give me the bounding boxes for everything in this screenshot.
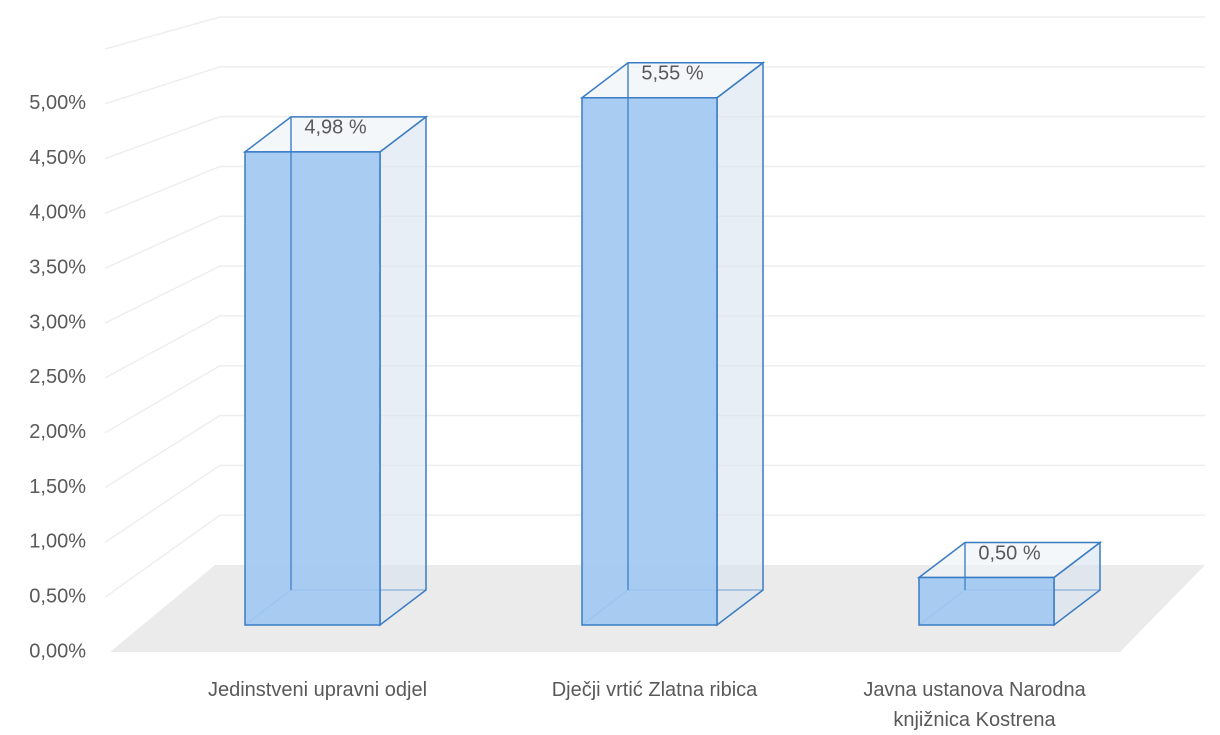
y-tick-label: 2,00%	[29, 421, 86, 443]
bar	[918, 576, 1055, 626]
y-tick-label: 4,50%	[29, 147, 86, 169]
bar	[581, 97, 718, 626]
x-tick-label: Jedinstveni upravni odjel	[207, 679, 428, 701]
grid-line	[104, 165, 1205, 215]
grid-line	[104, 265, 1205, 324]
y-tick-label: 3,00%	[29, 311, 86, 333]
value-label: 0,50 %	[978, 542, 1040, 564]
bar-side	[379, 115, 427, 627]
y-tick-label: 5,00%	[29, 92, 86, 114]
bar	[244, 151, 381, 626]
y-tick-label: 1,50%	[29, 476, 86, 498]
grid-line	[104, 66, 1205, 105]
grid-line	[104, 115, 1205, 160]
grid-line	[104, 16, 1205, 50]
y-tick-label: 1,00%	[29, 531, 86, 553]
x-tick-label: Javna ustanova Narodna knjižnica Kostren…	[863, 679, 1086, 731]
y-tick-label: 0,00%	[29, 640, 86, 662]
y-tick-label: 2,50%	[29, 366, 86, 388]
grid-line	[104, 315, 1205, 379]
grid-line	[104, 414, 1205, 489]
grid-line	[104, 464, 1205, 543]
y-tick-label: 0,50%	[29, 585, 86, 607]
value-label: 4,98 %	[304, 117, 366, 139]
bar-side	[716, 61, 764, 627]
y-tick-label: 3,50%	[29, 257, 86, 279]
grid-line	[104, 514, 1205, 598]
y-tick-label: 4,00%	[29, 202, 86, 224]
grid-line	[104, 364, 1205, 434]
x-tick-label: Dječji vrtić Zlatna ribica	[551, 679, 758, 701]
value-label: 5,55 %	[641, 63, 703, 85]
grid-line	[104, 215, 1205, 269]
